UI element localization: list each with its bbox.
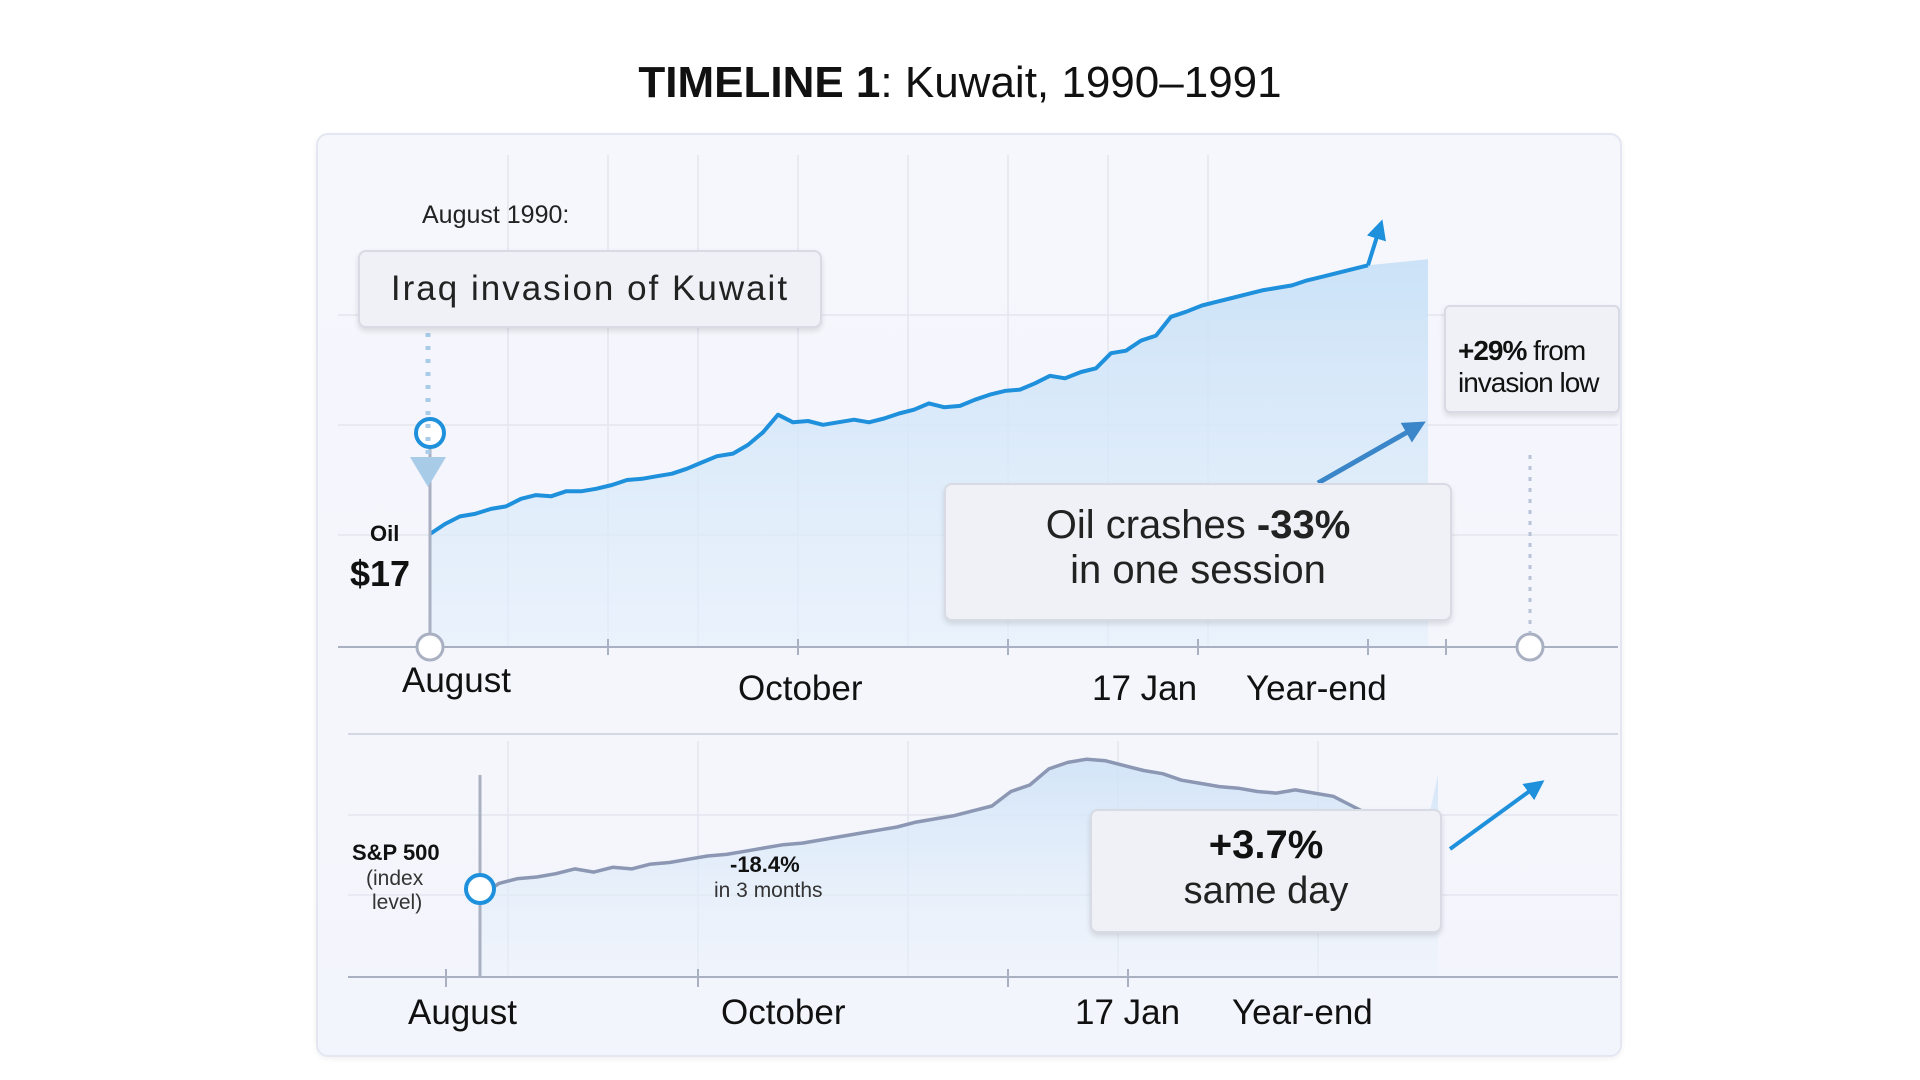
crash-pointer-arrow bbox=[1316, 421, 1426, 486]
oil-price: $17 bbox=[350, 553, 411, 594]
crash-card: Oil crashes -33% in one session bbox=[944, 483, 1452, 621]
bottom-xlabel-august: August bbox=[408, 993, 517, 1032]
oil-label: Oil bbox=[370, 521, 400, 546]
oil-series-line bbox=[428, 263, 1369, 536]
year-end-axis-marker bbox=[1515, 632, 1545, 662]
oil-trend-arrow bbox=[1366, 219, 1386, 266]
gain-card-top: +29% from invasion low bbox=[1444, 305, 1620, 413]
bottom-tick-marks bbox=[445, 969, 1129, 987]
crash-card-line1: Oil crashes -33% bbox=[946, 503, 1450, 548]
crash-card-text: Oil crashes bbox=[1045, 503, 1257, 547]
gain-card-bottom: +3.7% same day bbox=[1090, 809, 1442, 933]
sp-gain-pct: +3.7% bbox=[1208, 823, 1324, 867]
sp-sub1: (index bbox=[366, 867, 424, 890]
sp-series-line bbox=[479, 757, 1429, 898]
top-xlabel-october: October bbox=[738, 669, 863, 708]
event-date-label: August 1990: bbox=[422, 201, 570, 229]
sp-drop-caption: in 3 months bbox=[714, 879, 823, 902]
chart-panel: August 1990: Iraq invasion of Kuwait Oil… bbox=[316, 133, 1622, 1057]
event-card-text: Iraq invasion of Kuwait bbox=[390, 269, 790, 308]
event-card: Iraq invasion of Kuwait bbox=[358, 250, 822, 328]
gain-card-line2: invasion low bbox=[1458, 367, 1600, 398]
bottom-xlabel-october: October bbox=[721, 993, 846, 1032]
bottom-xlabel-year-end: Year-end bbox=[1232, 993, 1373, 1032]
event-leader-arrowhead bbox=[410, 457, 446, 487]
august-axis-marker bbox=[415, 632, 445, 662]
top-tick-marks bbox=[607, 639, 1447, 655]
top-xlabel-17jan: 17 Jan bbox=[1092, 669, 1198, 708]
sp-sub2: level) bbox=[372, 891, 423, 914]
top-xlabel-august: August bbox=[402, 661, 511, 700]
crash-card-line2: in one session bbox=[1070, 548, 1326, 592]
crash-card-pct: -33% bbox=[1256, 503, 1351, 547]
sp-gain-caption: same day bbox=[1183, 870, 1349, 912]
sp-label: S&P 500 bbox=[352, 840, 440, 865]
sp-start-marker bbox=[464, 873, 496, 905]
title-rest: : Kuwait, 1990–1991 bbox=[880, 58, 1282, 107]
gain-card-line1: +29% from bbox=[1458, 335, 1618, 367]
oil-start-marker bbox=[414, 417, 446, 449]
bottom-xlabel-17jan: 17 Jan bbox=[1075, 993, 1181, 1032]
sp-drop-value: -18.4% bbox=[730, 852, 800, 877]
gain-card-pct: +29% bbox=[1458, 335, 1527, 366]
top-xlabel-year-end: Year-end bbox=[1246, 669, 1387, 708]
sp-rebound-arrow bbox=[1448, 780, 1545, 851]
gain-card-from: from bbox=[1526, 335, 1586, 366]
title-bold: TIMELINE 1 bbox=[638, 58, 881, 107]
page-title: TIMELINE 1: Kuwait, 1990–1991 bbox=[0, 58, 1920, 108]
